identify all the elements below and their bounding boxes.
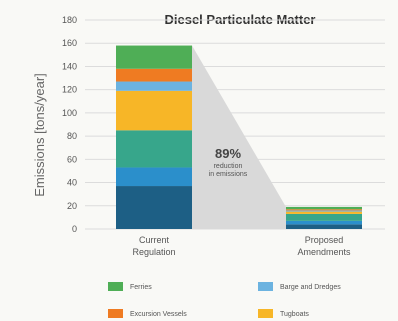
- x-tick-labels: Current Regulation Proposed Amendments: [132, 235, 351, 257]
- bar-segment: [286, 206, 362, 210]
- y-tick-label: 40: [67, 178, 77, 188]
- y-axis-label: Emissions [tons/year]: [32, 73, 47, 197]
- y-tick-label: 160: [62, 38, 77, 48]
- bar-segment: [116, 81, 192, 91]
- bars: [116, 45, 362, 229]
- bar-segment: [116, 45, 192, 69]
- legend-swatch: [258, 282, 273, 291]
- legend-swatch: [108, 309, 123, 318]
- reduction-caption: reduction: [214, 163, 243, 170]
- legend-label: Tugboats: [280, 311, 309, 318]
- bar-segment: [286, 210, 362, 212]
- bar-segment: [116, 68, 192, 82]
- bar-segment: [286, 211, 362, 214]
- reduction-percent: 89%: [215, 146, 241, 161]
- legend-swatch: [108, 282, 123, 291]
- legend-label: Ferries: [130, 284, 152, 291]
- y-tick-label: 120: [62, 85, 77, 95]
- reduction-caption: in emissions: [209, 171, 248, 178]
- legend-label: Barge and Dredges: [280, 284, 341, 291]
- y-tick-label: 60: [67, 154, 77, 164]
- legend-swatch: [258, 309, 273, 318]
- y-tick-label: 180: [62, 15, 77, 25]
- reduction-wedge: [192, 45, 286, 229]
- y-tick-label: 140: [62, 61, 77, 71]
- y-tick-label: 100: [62, 108, 77, 118]
- y-tick-label: 80: [67, 131, 77, 141]
- legend-label: Excursion Vessels: [130, 311, 187, 318]
- x-tick-label: Regulation: [132, 247, 175, 257]
- bar-segment: [116, 186, 192, 229]
- bar-segment: [116, 90, 192, 131]
- bar-segment: [116, 130, 192, 168]
- x-tick-label: Current: [139, 235, 170, 245]
- x-tick-label: Amendments: [297, 247, 351, 257]
- bar-segment: [286, 220, 362, 225]
- bar-segment: [116, 167, 192, 187]
- y-tick-label: 0: [72, 224, 77, 234]
- y-tick-labels: 0 20 40 60 80 100 120 140 160 180: [62, 15, 77, 234]
- y-tick-label: 20: [67, 201, 77, 211]
- legend: Ferries Barge and Dredges Excursion Vessel…: [108, 282, 341, 318]
- bar-segment: [286, 213, 362, 221]
- bar-segment: [286, 224, 362, 229]
- x-tick-label: Proposed: [305, 235, 344, 245]
- bar-segment: [286, 209, 362, 211]
